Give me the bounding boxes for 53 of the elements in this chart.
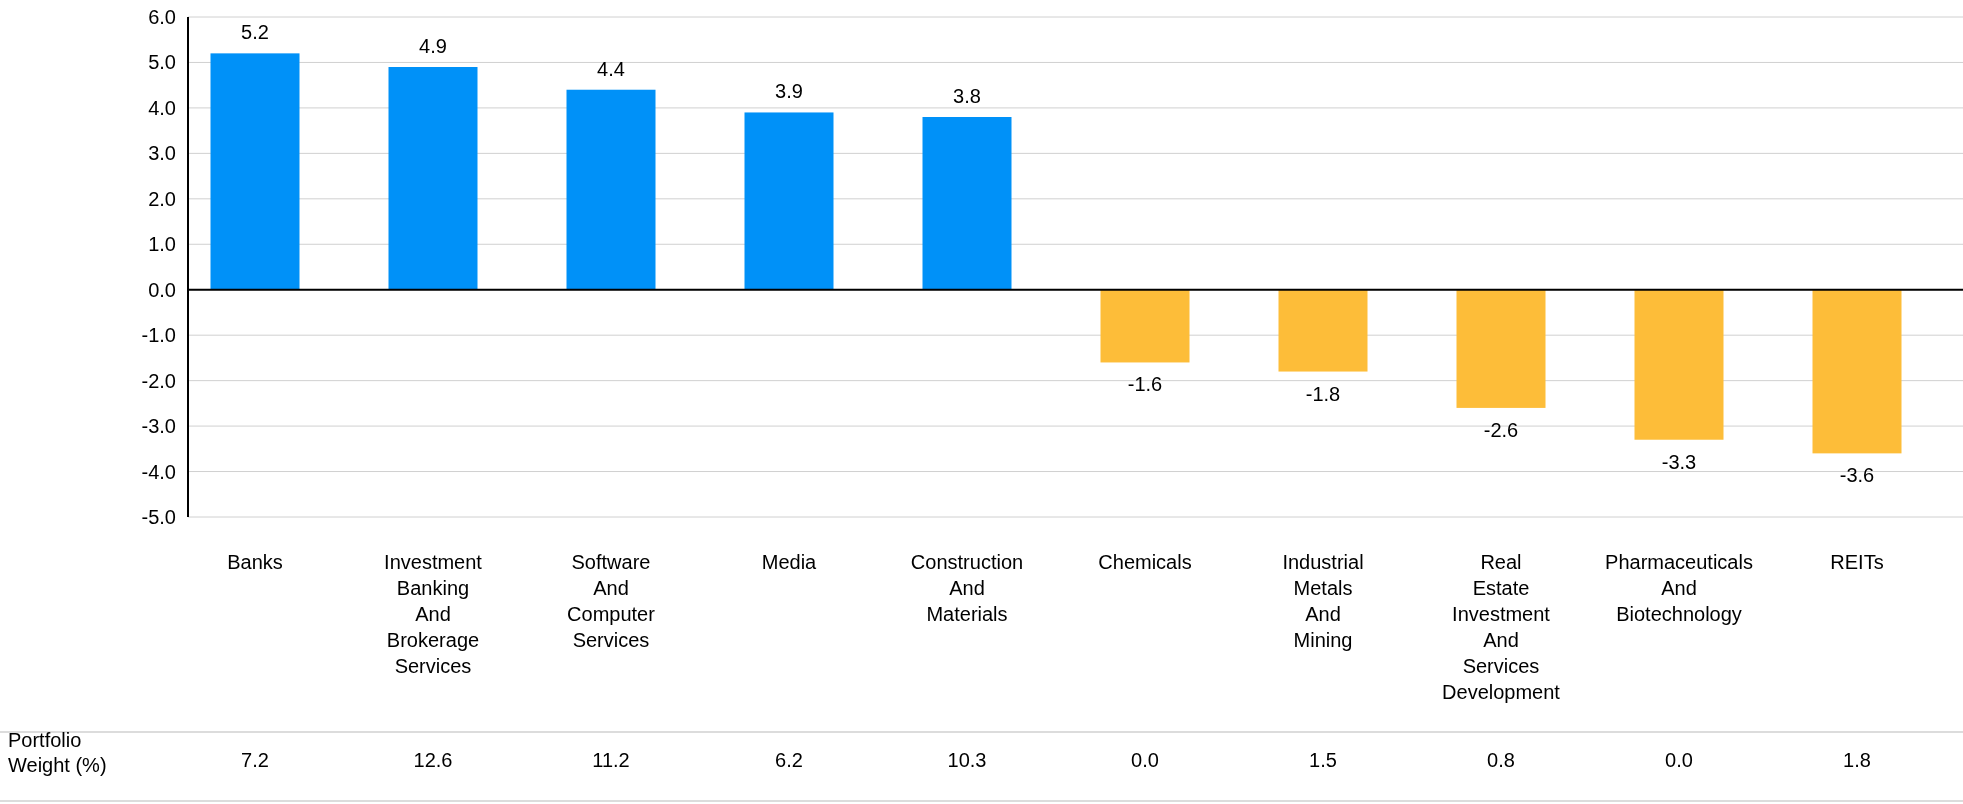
x-tick-label: Banks (227, 551, 283, 573)
data-label: -1.6 (1127, 373, 1163, 396)
x-tick-label: Investment Banking And Brokerage Services (384, 551, 483, 677)
y-tick-label: -4.0 (141, 460, 176, 483)
data-label: -1.8 (1305, 382, 1341, 405)
x-tick-label: Software And Computer Services (567, 551, 656, 651)
x-tick-label: Industrial Metals And Mining (1282, 551, 1364, 651)
data-label: 5.2 (241, 21, 269, 44)
bar (922, 117, 1012, 290)
x-tick-label: Chemicals (1098, 551, 1192, 573)
text: 0.0 (1665, 749, 1693, 771)
x-tick-label: Pharmaceuticals And Biotechnology (1605, 551, 1753, 625)
bar (1456, 289, 1546, 408)
y-tick-label: 3.0 (148, 142, 176, 165)
x-tick-label: Construction And Materials (910, 551, 1024, 625)
y-tick-label: 0.0 (148, 278, 176, 301)
x-tick-label: Media (761, 551, 818, 573)
y-tick-label: 6.0 (148, 6, 176, 28)
y-tick-label: 5.0 (148, 51, 176, 74)
text: 12.6 (413, 749, 453, 771)
bar (744, 112, 834, 290)
data-label: 3.9 (775, 80, 803, 103)
text: 1.8 (1843, 749, 1871, 771)
x-tick-label: REITs (1830, 551, 1884, 573)
y-tick-label: -3.0 (141, 415, 176, 438)
text: 10.3 (947, 749, 987, 771)
data-label: 4.4 (597, 57, 625, 80)
bar (1812, 289, 1902, 454)
y-tick-label: 2.0 (148, 187, 176, 210)
bar (1100, 289, 1190, 363)
bar (210, 53, 300, 290)
data-label: -3.6 (1839, 464, 1875, 487)
bar (1278, 289, 1368, 372)
y-tick-label: 1.0 (148, 233, 176, 256)
y-tick-label: -5.0 (141, 506, 176, 528)
data-label: -3.3 (1661, 450, 1697, 473)
bar (566, 89, 656, 290)
text: Portfolio Weight (%) (8, 729, 107, 776)
bar (388, 67, 478, 290)
y-tick-label: 4.0 (148, 96, 176, 119)
text: 1.5 (1309, 749, 1337, 771)
y-tick-label: -2.0 (141, 369, 176, 392)
data-label: 4.9 (419, 35, 447, 57)
y-tick-label: -1.0 (141, 324, 176, 347)
text: 7.2 (241, 749, 269, 771)
text: 11.2 (592, 749, 630, 771)
text: 0.8 (1487, 749, 1515, 771)
text: 0.0 (1131, 749, 1159, 771)
data-label: -2.6 (1483, 418, 1519, 441)
data-label: 3.8 (953, 85, 981, 107)
bar (1634, 289, 1724, 440)
text: 6.2 (775, 749, 803, 771)
x-tick-label: Real Estate Investment And Services Development (1442, 551, 1561, 703)
